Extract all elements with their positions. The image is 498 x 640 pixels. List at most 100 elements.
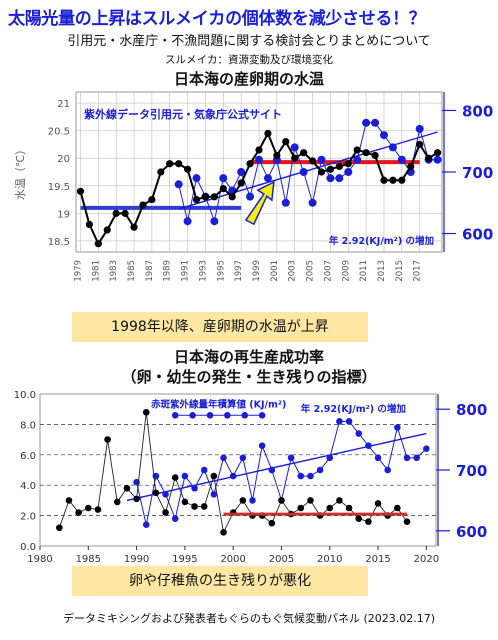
temp-point — [246, 160, 254, 168]
temp-point — [94, 240, 102, 248]
uv-point — [258, 442, 266, 449]
temp-point — [201, 193, 210, 201]
x-tick-label: 2013 — [377, 260, 387, 282]
temp-point — [139, 201, 147, 209]
x-tick-label: 2017 — [413, 260, 423, 282]
x-tick-label: 2015 — [395, 260, 405, 282]
legend-marker — [206, 411, 214, 419]
temp-point — [85, 220, 93, 229]
chart1-title: 日本海の産卵期の水温 — [173, 70, 324, 88]
y-axis-title: 水温（℃） — [14, 144, 27, 200]
uv-trend-line — [178, 131, 438, 210]
x-tick-label: 1995 — [172, 554, 197, 565]
left-tick-label: 19 — [57, 209, 70, 220]
left-tick-label: 19.5 — [48, 182, 70, 193]
rps-point — [278, 497, 285, 504]
temp-point — [273, 151, 281, 160]
left-tick-label: 10.0 — [14, 390, 36, 401]
subtitle: 引用元・水産庁・不漁問題に関する検討会とりまとめについて — [67, 34, 431, 49]
plot-area — [39, 393, 437, 547]
x-tick-label: 1991 — [181, 260, 191, 282]
temp-point — [407, 162, 415, 171]
x-tick-label: 1999 — [252, 260, 262, 282]
right-tick-label: 600 — [462, 226, 493, 244]
temp-point — [416, 140, 424, 149]
temp-point — [335, 162, 343, 171]
temp-point — [326, 165, 335, 173]
temp-point — [344, 160, 352, 168]
legend-marker — [189, 411, 196, 419]
legend-marker — [241, 411, 249, 419]
uv-point — [287, 454, 295, 462]
uv-point — [355, 430, 363, 437]
uv-point — [316, 466, 324, 474]
uv-point — [297, 472, 305, 480]
rps-point — [113, 498, 121, 506]
temp-point — [219, 184, 227, 193]
right-tick-label: 800 — [462, 102, 493, 120]
uv-point — [371, 118, 380, 127]
uv-point — [379, 131, 388, 140]
uv-point — [246, 192, 255, 201]
legend-marker — [258, 411, 266, 419]
uv-point — [326, 174, 335, 183]
rps-point — [268, 519, 276, 527]
temp-point — [130, 223, 138, 231]
source-note: スルメイカ：資源変動及び環境変化 — [165, 54, 333, 66]
rps-point — [297, 504, 305, 512]
temp-point — [121, 209, 129, 217]
rps-point — [94, 506, 102, 513]
x-tick-label: 1987 — [145, 260, 155, 282]
x-tick-label: 1985 — [76, 554, 101, 565]
uv-point — [397, 155, 406, 164]
uv-point — [181, 472, 189, 480]
right-tick-label: 600 — [456, 523, 487, 541]
left-tick-label: 21 — [57, 99, 70, 110]
x-tick-label: 2007 — [323, 260, 333, 282]
temp-point — [210, 193, 218, 201]
uv-point — [249, 497, 256, 504]
uv-point — [219, 174, 228, 183]
rps-point — [210, 472, 218, 480]
trend-note: 年 2.92(KJ/m²) の増加 — [329, 235, 434, 247]
rps-point — [191, 503, 198, 510]
uv-point — [210, 491, 218, 498]
x-tick-label: 1989 — [163, 260, 173, 282]
left-tick-label: 2.0 — [20, 512, 36, 523]
uv-point — [423, 445, 430, 453]
temp-point — [425, 154, 433, 162]
temp-point — [148, 195, 156, 204]
rps-point — [152, 489, 160, 497]
chart2-subtitle: （卵・幼生の発生・生き残りの指標） — [121, 368, 377, 386]
uv-point — [174, 180, 183, 189]
rps-point — [307, 497, 314, 504]
temp-point — [103, 226, 111, 234]
x-tick-label: 1985 — [127, 260, 137, 282]
trend-note: 年 2.92(KJ/m²) の増加 — [301, 403, 406, 415]
x-tick-label: 2011 — [359, 260, 369, 282]
rps-point — [336, 497, 343, 504]
rps-point — [403, 518, 411, 525]
rps-point — [104, 436, 111, 443]
x-tick-label: 1979 — [73, 260, 83, 282]
uv-point — [142, 521, 150, 529]
temp-point — [308, 157, 317, 165]
temp-point — [157, 168, 165, 176]
x-tick-label: 2010 — [317, 554, 342, 565]
rps-point — [326, 504, 334, 512]
rps-point — [355, 515, 363, 522]
banner-survival-worse: 卵や仔稚魚の生き残りが悪化 — [72, 566, 368, 596]
temp-point — [228, 193, 236, 201]
uv-point — [237, 168, 246, 176]
x-tick-label: 1990 — [124, 554, 149, 565]
rps-point — [56, 524, 63, 532]
uv-point — [281, 198, 290, 207]
rps-point — [200, 503, 208, 510]
yellow-arrow-icon — [244, 180, 275, 226]
rps-point — [374, 500, 382, 507]
temp-point — [433, 149, 442, 157]
rps-point — [84, 504, 92, 512]
temp-point — [291, 154, 299, 162]
x-tick-label: 1995 — [216, 260, 226, 282]
uv-point — [171, 515, 179, 522]
